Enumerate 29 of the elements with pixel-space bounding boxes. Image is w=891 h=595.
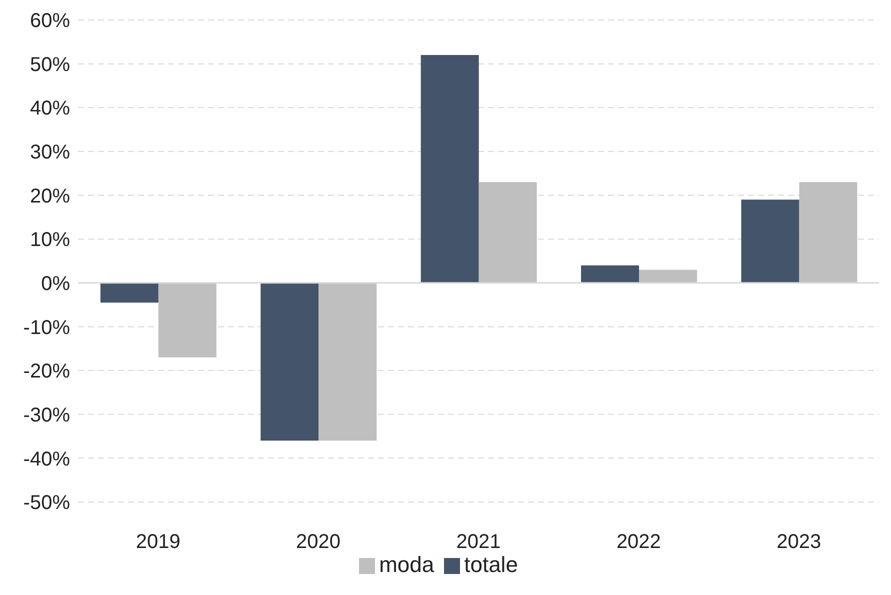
bar [639,270,698,283]
legend-label: moda [379,552,434,577]
y-tick-label: -50% [23,492,70,514]
x-tick-label: 2021 [456,531,501,554]
y-tick-label: 10% [30,229,70,252]
y-tick-label: 20% [30,185,70,208]
bar [581,265,640,283]
x-tick-label: 2022 [616,531,661,554]
y-tick-label: 30% [30,142,70,164]
bar [318,282,377,441]
y-tick-label: -10% [23,316,70,339]
legend-label: totale [464,552,518,577]
x-tick-label: 2020 [296,531,341,554]
y-tick-label: 40% [30,98,70,120]
bar [100,282,158,303]
bar [799,182,858,283]
bar [420,55,479,283]
x-tick-label: 2019 [136,531,180,554]
y-tick-label: -40% [23,448,70,470]
y-tick-label: 0% [41,273,70,296]
y-tick-label: 60% [30,10,70,32]
y-tick-label: 50% [30,54,70,76]
bar [478,182,537,283]
bar [741,200,800,283]
y-tick-label: -30% [23,404,70,426]
x-tick-label: 2023 [776,531,822,554]
bar [158,282,216,358]
y-tick-label: -20% [23,360,70,383]
bar [260,282,319,441]
